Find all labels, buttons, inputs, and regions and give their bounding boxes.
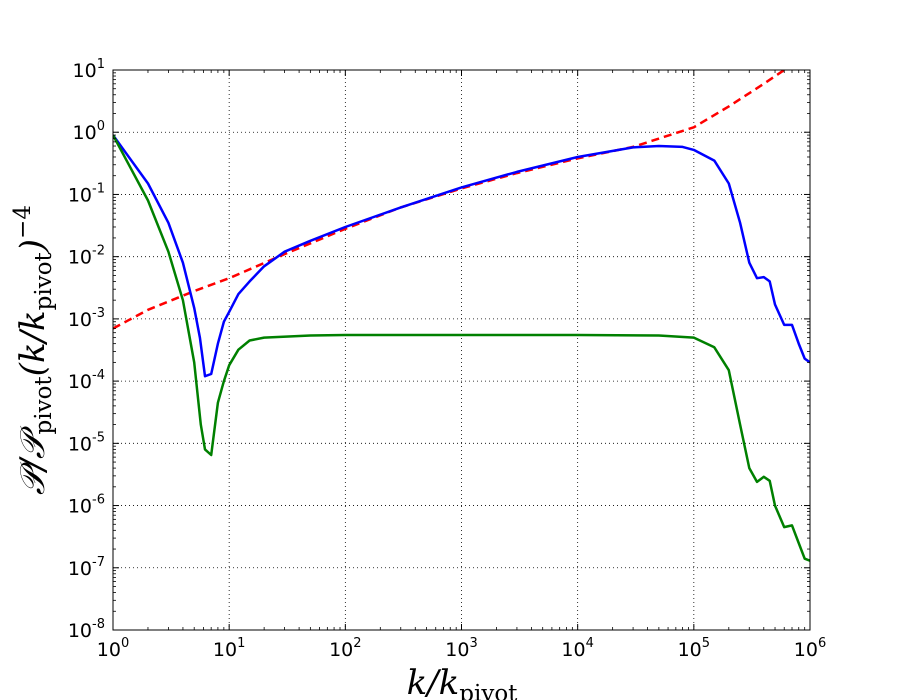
y-axis-label-part3: ) bbox=[13, 239, 53, 253]
y-tick-label: 10-6 bbox=[68, 493, 105, 518]
y-tick-exponent: -1 bbox=[92, 181, 105, 196]
x-axis-label-main: k/k bbox=[407, 663, 460, 700]
y-tick-exponent: 1 bbox=[97, 57, 105, 72]
y-tick-exponent: -7 bbox=[92, 555, 105, 570]
y-tick-base: 10 bbox=[68, 558, 92, 580]
x-tick-base: 10 bbox=[561, 639, 585, 661]
y-tick-exponent: 0 bbox=[97, 119, 105, 134]
y-tick-label: 10-8 bbox=[68, 617, 105, 642]
y-tick-label: 10-5 bbox=[68, 430, 105, 455]
y-tick-base: 10 bbox=[68, 433, 92, 455]
y-tick-label: 10-3 bbox=[68, 306, 105, 331]
data-series bbox=[113, 70, 810, 562]
axis-ticks bbox=[112, 69, 811, 631]
y-axis-label-sub2: pivot bbox=[31, 251, 57, 310]
y-tick-base: 10 bbox=[68, 247, 92, 269]
y-tick-exponent: -4 bbox=[92, 368, 105, 383]
y-tick-label: 101 bbox=[73, 57, 105, 82]
series-line-3 bbox=[113, 134, 810, 562]
x-tick-label: 105 bbox=[678, 636, 710, 661]
x-axis-label: k/kpivot bbox=[407, 663, 519, 700]
y-tick-exponent: -6 bbox=[92, 493, 105, 508]
y-axis-label: 𝒫/𝒫pivot(k/kpivot)−4 bbox=[10, 205, 57, 495]
x-tick-base: 10 bbox=[445, 639, 469, 661]
x-tick-exponent: 1 bbox=[237, 636, 245, 651]
y-tick-exponent: -5 bbox=[92, 430, 105, 445]
x-tick-base: 10 bbox=[678, 639, 702, 661]
x-tick-base: 10 bbox=[213, 639, 237, 661]
x-tick-exponent: 2 bbox=[353, 636, 361, 651]
y-tick-base: 10 bbox=[68, 371, 92, 393]
series-line-1 bbox=[113, 70, 785, 330]
y-tick-base: 10 bbox=[68, 496, 92, 518]
x-tick-label: 106 bbox=[794, 636, 826, 661]
x-tick-label: 101 bbox=[213, 636, 245, 661]
y-tick-base: 10 bbox=[68, 309, 92, 331]
y-tick-label: 10-7 bbox=[68, 555, 105, 580]
x-axis-label-sub: pivot bbox=[459, 681, 518, 700]
grid-lines bbox=[113, 70, 810, 630]
x-tick-base: 10 bbox=[97, 639, 121, 661]
y-axis-label-part1: 𝒫/𝒫 bbox=[13, 425, 53, 495]
x-tick-label: 104 bbox=[561, 636, 593, 661]
x-tick-base: 10 bbox=[794, 639, 818, 661]
y-tick-label: 10-4 bbox=[68, 368, 105, 393]
x-tick-exponent: 4 bbox=[586, 636, 594, 651]
y-tick-label: 10-1 bbox=[68, 181, 105, 206]
x-tick-base: 10 bbox=[329, 639, 353, 661]
y-axis-label-exponent: −4 bbox=[10, 205, 36, 239]
y-axis-label-part2: (k/k bbox=[13, 310, 53, 376]
y-tick-base: 10 bbox=[73, 122, 97, 144]
x-tick-labels: 100 101 102 103 104 105 106 bbox=[97, 636, 826, 661]
y-tick-base: 10 bbox=[73, 60, 97, 82]
y-tick-exponent: -3 bbox=[92, 306, 105, 321]
y-tick-exponent: -2 bbox=[92, 244, 105, 259]
x-tick-label: 103 bbox=[445, 636, 477, 661]
x-tick-exponent: 5 bbox=[702, 636, 710, 651]
y-axis-label-sub1: pivot bbox=[31, 376, 57, 435]
y-tick-exponent: -8 bbox=[92, 617, 105, 632]
y-tick-base: 10 bbox=[68, 620, 92, 642]
series-line-2 bbox=[113, 134, 810, 378]
x-tick-exponent: 3 bbox=[469, 636, 477, 651]
x-tick-exponent: 0 bbox=[121, 636, 129, 651]
x-tick-label: 100 bbox=[97, 636, 129, 661]
x-tick-exponent: 6 bbox=[818, 636, 826, 651]
y-tick-label: 10-2 bbox=[68, 244, 105, 269]
x-tick-label: 102 bbox=[329, 636, 361, 661]
y-tick-base: 10 bbox=[68, 184, 92, 206]
y-tick-label: 100 bbox=[73, 119, 105, 144]
